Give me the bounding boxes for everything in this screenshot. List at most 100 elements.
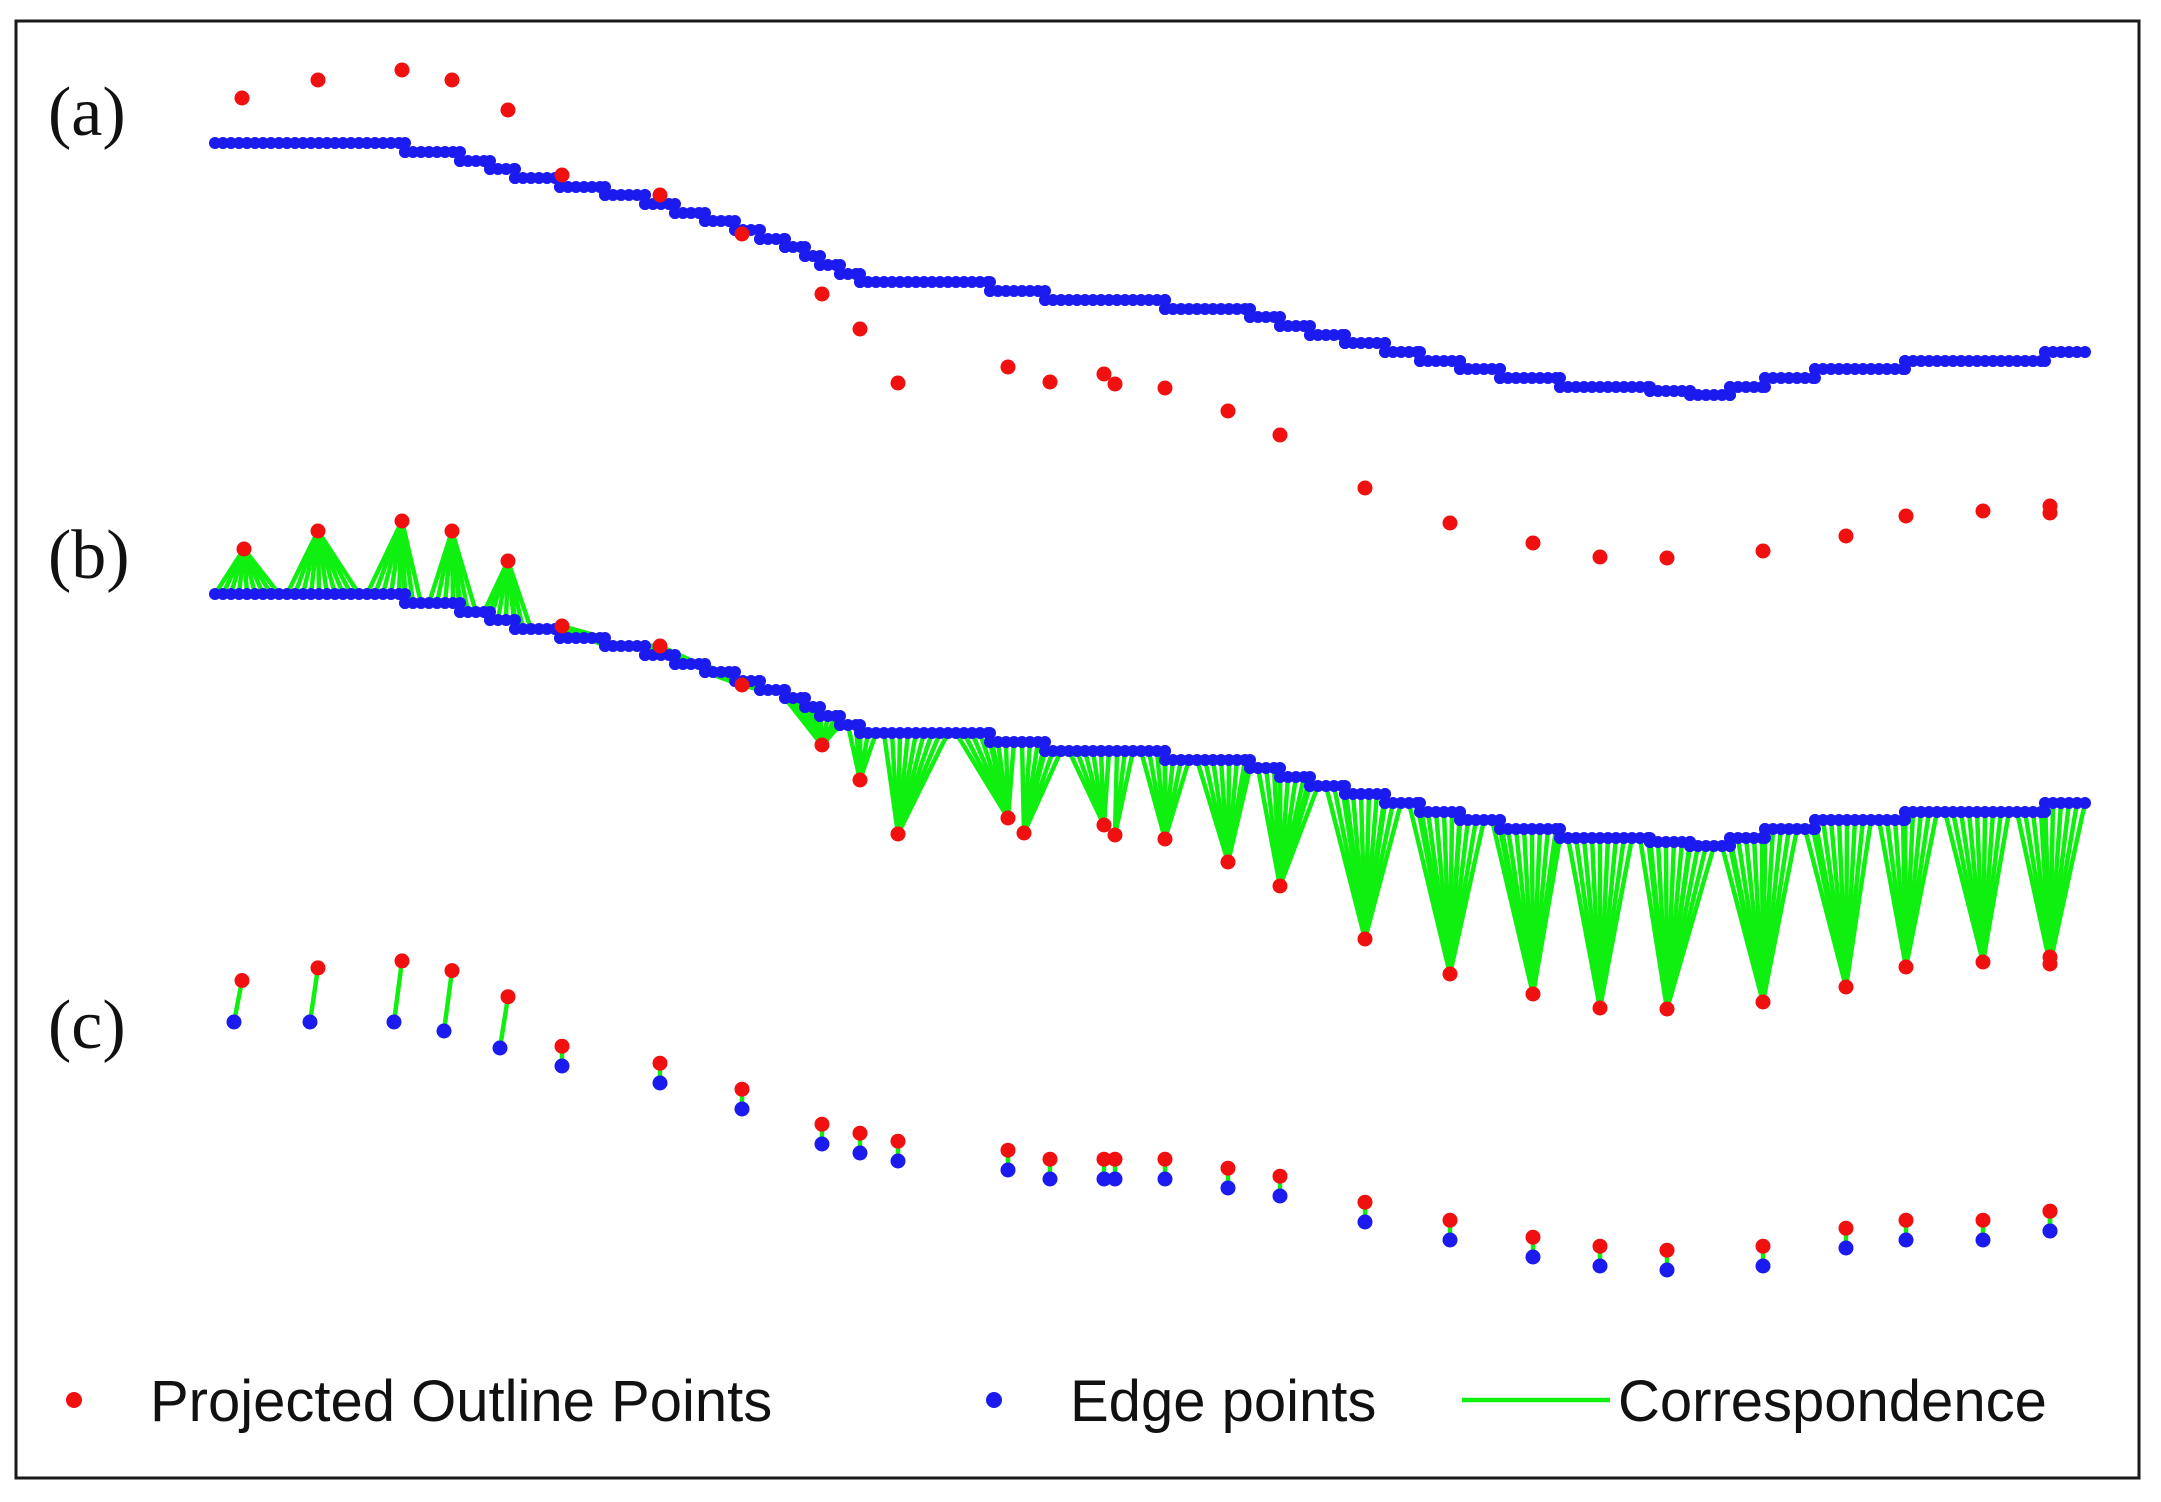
edge-point	[814, 701, 826, 713]
projected-point	[444, 963, 460, 979]
edge-point	[1494, 363, 1506, 375]
projected-point	[310, 523, 326, 539]
projected-point	[1755, 543, 1771, 559]
edge-point	[2042, 1223, 2058, 1239]
edge-point	[1592, 1258, 1608, 1274]
projected-point	[500, 553, 516, 569]
edge-point	[1414, 797, 1426, 809]
legend-projected-label: Projected Outline Points	[150, 1369, 772, 1434]
projected-point	[1357, 1194, 1373, 1210]
edge-point	[1838, 1240, 1854, 1256]
legend: Projected Outline Points Edge points Cor…	[66, 1369, 2047, 1434]
edge-point	[669, 649, 681, 661]
edge-point	[799, 241, 811, 253]
edge-point	[492, 1040, 508, 1056]
projected-point	[2042, 498, 2058, 514]
projected-point	[814, 737, 830, 753]
projected-point	[1272, 427, 1288, 443]
edge-point	[2079, 346, 2091, 358]
legend-edge-marker	[986, 1392, 1002, 1408]
correspondence-line	[307, 967, 321, 1023]
projected-point	[652, 187, 668, 203]
projected-point	[1220, 403, 1236, 419]
projected-point	[500, 989, 516, 1005]
projected-point	[1592, 549, 1608, 565]
edge-point	[386, 1014, 402, 1030]
edge-point	[734, 1101, 750, 1117]
projected-point	[2042, 1203, 2058, 1219]
projected-point	[1659, 1242, 1675, 1258]
edge-point	[1755, 1258, 1771, 1274]
edge-point	[852, 1145, 868, 1161]
projected-point	[554, 1038, 570, 1054]
edge-point	[1975, 1232, 1991, 1248]
projected-point	[852, 1125, 868, 1141]
projected-point	[310, 72, 326, 88]
correspondence-line	[449, 530, 479, 613]
projected-point	[1016, 825, 1032, 841]
projected-point	[1000, 810, 1016, 826]
projected-point	[444, 72, 460, 88]
correspondence-line	[1162, 759, 1192, 840]
projected-point	[1755, 1238, 1771, 1254]
correspondence-line	[242, 547, 281, 596]
edge-point	[984, 727, 996, 739]
projected-point	[734, 1081, 750, 1097]
projected-point	[1525, 986, 1541, 1002]
edge-point	[1414, 346, 1426, 358]
edge-point	[1039, 285, 1051, 297]
edge-point	[1272, 1188, 1288, 1204]
projected-point	[1272, 878, 1288, 894]
panel-label-b: (b)	[48, 517, 130, 594]
edge-point	[1554, 823, 1566, 835]
edge-point	[669, 198, 681, 210]
edge-point	[509, 614, 521, 626]
projected-point	[1000, 1142, 1016, 1158]
projected-point	[234, 90, 250, 106]
correspondence-line	[1362, 802, 1404, 940]
panel-a-plot	[209, 62, 2091, 566]
edge-point	[1379, 788, 1391, 800]
projected-point	[234, 973, 250, 988]
correspondence-line	[399, 520, 424, 604]
projected-point	[310, 960, 326, 976]
correspondence-line	[497, 996, 511, 1049]
projected-point	[814, 286, 830, 302]
correspondence-line	[1005, 741, 1017, 819]
projected-point	[734, 226, 750, 242]
correspondence-line	[857, 732, 879, 781]
edge-point	[2079, 797, 2091, 809]
edge-point	[399, 137, 411, 149]
projected-point	[890, 1133, 906, 1149]
correspondence-line	[1760, 828, 1800, 1003]
projected-point	[734, 677, 750, 693]
edge-point	[754, 224, 766, 236]
edge-point	[1898, 1232, 1914, 1248]
projected-point	[1838, 979, 1854, 995]
edge-point	[226, 1014, 242, 1030]
projected-point	[1592, 1238, 1608, 1254]
edge-point	[1809, 823, 1821, 835]
projected-point	[1975, 1212, 1991, 1228]
panel-b-plot	[209, 513, 2091, 1017]
projected-point	[1157, 380, 1173, 396]
projected-point	[2042, 949, 2058, 965]
edge-point	[1274, 311, 1286, 323]
legend-correspondence-label: Correspondence	[1618, 1369, 2047, 1434]
edge-point	[1659, 1262, 1675, 1278]
edge-point	[814, 1136, 830, 1152]
projected-point	[1975, 954, 1991, 970]
projected-point	[1220, 854, 1236, 870]
projected-point	[852, 321, 868, 337]
projected-point	[554, 167, 570, 183]
correspondence-line	[1021, 750, 1064, 834]
correspondence-line	[441, 970, 455, 1032]
projected-point	[652, 638, 668, 654]
projected-point	[1096, 817, 1112, 833]
correspondence-line	[1664, 845, 1717, 1010]
projected-point	[1659, 1001, 1675, 1017]
edge-point	[1759, 381, 1771, 393]
edge-point	[729, 666, 741, 678]
edge-point	[1759, 832, 1771, 844]
